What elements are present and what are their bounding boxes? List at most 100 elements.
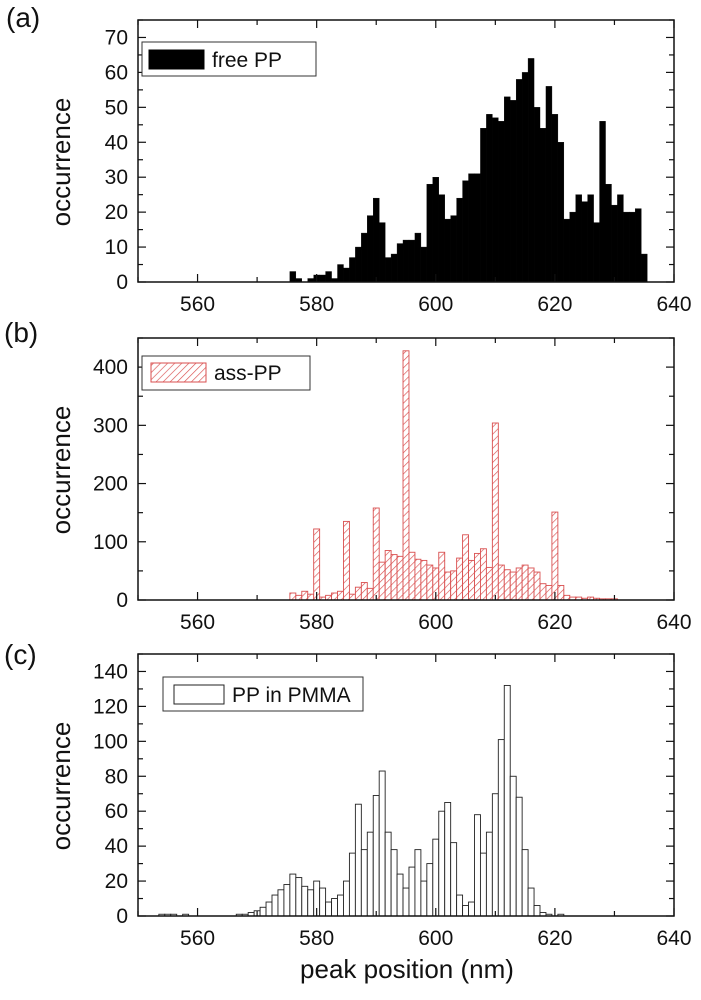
bar-c-615 [521, 849, 529, 917]
y-tick-label-a-0: 0 [116, 271, 128, 294]
bar-c-617 [533, 905, 541, 917]
bar-c-595 [402, 887, 410, 917]
bar-b-620 [551, 511, 559, 601]
bar-a-628 [599, 121, 606, 283]
bar-a-617 [533, 107, 541, 283]
x-tick-label-b-600: 600 [418, 611, 453, 634]
bar-b-609 [485, 566, 493, 601]
bar-a-624 [575, 194, 582, 283]
bar-a-602 [444, 218, 451, 283]
bar-a-581 [319, 274, 326, 283]
bar-a-622 [563, 218, 570, 283]
bar-a-598 [420, 246, 428, 283]
y-tick-label-b-400: 400 [93, 356, 128, 379]
bar-c-603 [450, 842, 458, 917]
x-tick-label-c-620: 620 [537, 927, 572, 950]
bar-b-603 [450, 570, 458, 601]
bar-c-599 [426, 863, 434, 917]
bar-a-592 [384, 257, 392, 283]
x-tick-label-c-640: 640 [656, 927, 691, 950]
bar-c-587 [354, 803, 362, 917]
panel-a-legend: free PP [141, 41, 317, 77]
panel-c-bars [158, 684, 565, 917]
y-tick-label-c-20: 20 [105, 870, 128, 893]
bar-b-597 [414, 558, 422, 601]
bar-a-609 [486, 114, 493, 283]
y-tick-label-b-300: 300 [93, 414, 128, 437]
y-tick-label-c-60: 60 [105, 800, 128, 823]
bar-a-603 [450, 215, 457, 283]
bar-c-591 [378, 770, 386, 917]
x-tick-label-a-600: 600 [418, 293, 453, 316]
panel-c-legend-swatch [173, 684, 225, 705]
bar-a-605 [462, 180, 469, 283]
bar-a-627 [593, 222, 600, 283]
bar-c-604 [456, 894, 464, 917]
bar-a-626 [587, 194, 594, 283]
bar-a-620 [551, 114, 559, 283]
bar-a-621 [557, 142, 565, 283]
bar-c-608 [479, 852, 487, 917]
panel-c-label: (c) [4, 639, 37, 670]
bar-b-613 [509, 571, 517, 601]
y-tick-label-a-70: 70 [105, 26, 128, 49]
bar-a-584 [337, 264, 344, 283]
bar-b-601 [438, 551, 446, 601]
bar-a-610 [492, 117, 499, 283]
x-tick-label-a-640: 640 [656, 293, 691, 316]
y-tick-label-a-40: 40 [105, 131, 128, 154]
x-tick-label-b-580: 580 [299, 611, 334, 634]
y-tick-label-b-100: 100 [93, 531, 128, 554]
y-tick-label-a-20: 20 [105, 201, 128, 224]
bar-a-633 [629, 211, 636, 283]
bar-a-604 [456, 197, 463, 283]
bar-c-612 [503, 684, 511, 917]
x-tick-label-a-580: 580 [299, 293, 334, 316]
bar-a-593 [390, 253, 398, 283]
bar-b-611 [497, 564, 505, 601]
bar-c-616 [527, 887, 535, 917]
y-tick-label-a-60: 60 [105, 61, 128, 84]
bar-b-586 [348, 593, 356, 601]
bar-b-604 [456, 557, 464, 601]
panel-b-frame [137, 337, 675, 601]
bar-c-584 [337, 894, 344, 917]
x-tick-label-c-600: 600 [418, 927, 453, 950]
panel-c-legend-label: PP in PMMA [232, 684, 351, 707]
bar-c-605 [462, 905, 469, 917]
bar-b-599 [426, 564, 434, 601]
bar-b-619 [545, 584, 553, 601]
bar-a-616 [527, 58, 535, 283]
bar-a-618 [539, 128, 547, 283]
bar-c-598 [420, 880, 428, 917]
bar-b-602 [444, 571, 452, 601]
bar-c-588 [360, 849, 368, 917]
bar-a-613 [510, 100, 517, 283]
bar-c-592 [384, 831, 392, 917]
y-tick-label-b-0: 0 [116, 589, 128, 612]
x-axis-title: peak position (nm) [300, 954, 514, 984]
bar-c-610 [491, 793, 499, 917]
bar-a-608 [480, 128, 487, 283]
panel-a-ticks: 560 580 600 620 640 0 10 20 30 40 50 60 70 [105, 19, 692, 316]
bar-b-589 [366, 587, 374, 601]
bar-a-586 [349, 257, 356, 283]
bar-c-606 [468, 901, 475, 917]
y-tick-label-c-120: 120 [93, 695, 128, 718]
panel-b-label: (b) [4, 317, 38, 348]
bar-c-579 [307, 889, 315, 917]
bar-b-596 [408, 551, 416, 601]
bar-a-623 [569, 211, 576, 283]
bar-b-595 [402, 350, 410, 601]
bar-b-579 [307, 593, 315, 601]
bar-b-592 [384, 550, 392, 601]
bar-c-586 [348, 852, 356, 917]
y-tick-label-a-50: 50 [105, 96, 128, 119]
x-tick-label-c-560: 560 [180, 927, 215, 950]
panel-a-ylabel: occurrence [46, 98, 76, 227]
bar-c-571 [259, 906, 267, 917]
panel-c-ticks: 560 580 600 620 640 0 20 40 60 80 100 120 140 [93, 653, 692, 950]
bar-b-608 [479, 548, 487, 601]
panel-a-label: (a) [6, 2, 40, 33]
